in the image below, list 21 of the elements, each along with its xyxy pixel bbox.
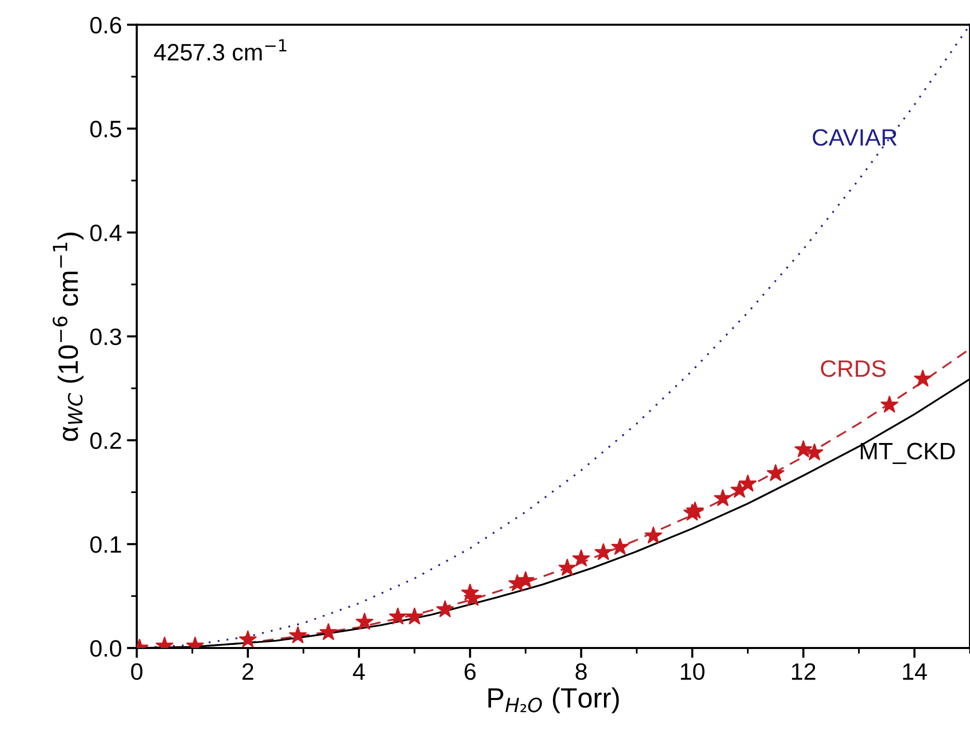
x-tick-label: 2 (242, 663, 254, 680)
x-tick-label: 4 (352, 663, 365, 680)
annotation: 4257.3 cm$^{−1}$ (154, 39, 286, 61)
y-tick-label: 0.3 (90, 328, 122, 346)
y-tick-label: 0.4 (90, 224, 122, 242)
x-tick-label: 8 (576, 663, 587, 680)
series-label: MT_CKD (860, 442, 955, 464)
y-tick-label: 0.5 (90, 120, 122, 138)
y-axis-title: α$_{WC}$ (10$^{−6}$ cm$^{−1}$) (52, 232, 84, 441)
x-tick-label: 0 (131, 663, 142, 680)
x-tick-label: 6 (464, 663, 476, 680)
y-tick-label: 0.6 (90, 16, 122, 34)
y-tick-label: 0.1 (90, 536, 122, 553)
x-tick-label: 12 (792, 663, 816, 680)
x-tick-label: 14 (903, 663, 927, 680)
y-tick-label: 0.0 (90, 640, 122, 657)
x-tick-label: 10 (680, 663, 704, 680)
series-label: CRDS (820, 360, 886, 377)
x-axis-title: P$_{H₂O}$ (Torr) (488, 687, 619, 714)
series-label: CAVIAR (812, 129, 897, 146)
y-tick-label: 0.2 (90, 432, 122, 450)
